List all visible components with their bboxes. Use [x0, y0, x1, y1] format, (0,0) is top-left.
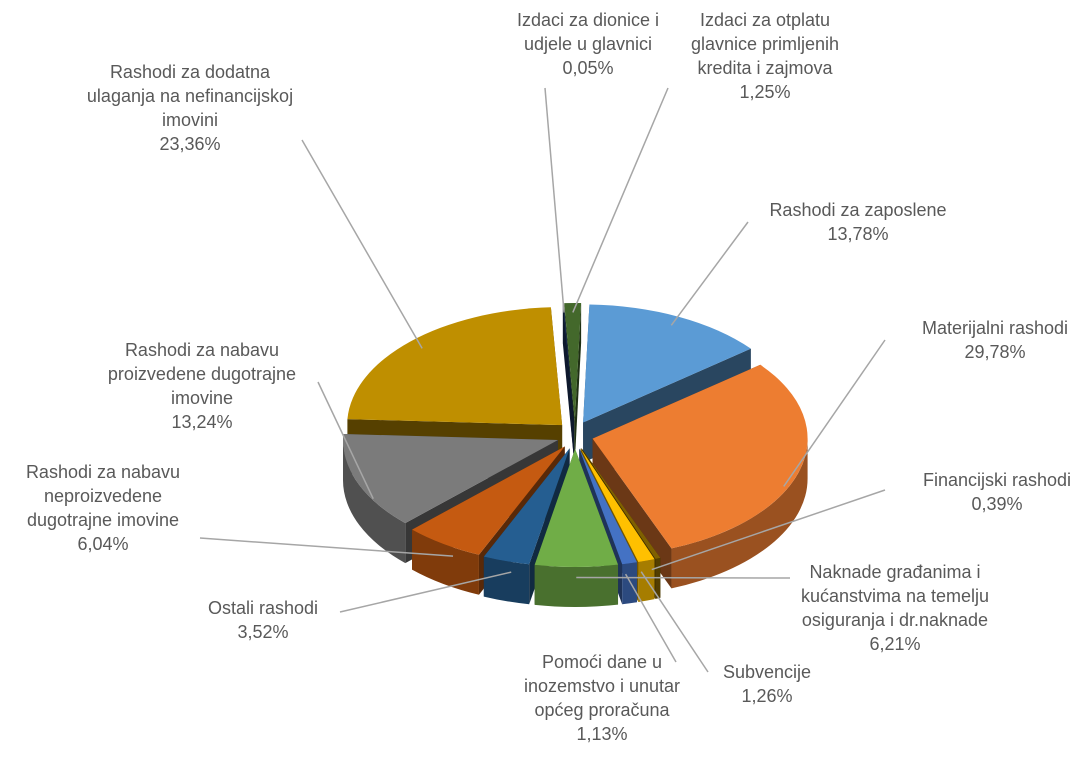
data-label: Izdaci za otplatu glavnice primljenih kr…	[675, 8, 855, 104]
slice-top	[562, 303, 575, 422]
value-label: 1,13%	[576, 724, 628, 744]
slice-side	[622, 562, 638, 605]
data-label: Rashodi za nabavu neproizvedene dugotraj…	[3, 460, 203, 556]
value-label: 13,24%	[171, 412, 233, 432]
slice-top	[342, 434, 558, 524]
value-label: 13,78%	[827, 224, 889, 244]
category-name: Izdaci za dionice i udjele u glavnici	[516, 10, 660, 54]
leader-line	[624, 573, 677, 663]
data-label: Izdaci za dionice i udjele u glavnici 0,0…	[498, 8, 678, 80]
slice-face	[563, 303, 575, 462]
slice	[562, 303, 575, 462]
slice-side	[342, 439, 406, 564]
category-name: Rashodi za nabavu proizvedene dugotrajne…	[107, 340, 297, 408]
value-label: 0,39%	[971, 494, 1023, 514]
slice-side	[483, 556, 530, 605]
slice	[483, 448, 570, 605]
category-name: Materijalni rashodi	[921, 318, 1069, 338]
slice-top	[412, 446, 565, 555]
category-name: Izdaci za otplatu glavnice primljenih kr…	[690, 10, 840, 78]
leader-line	[339, 571, 512, 613]
category-name: Rashodi za dodatna ulaganja na nefinanci…	[86, 62, 294, 130]
data-label: Materijalni rashodi 29,78%	[895, 316, 1088, 364]
value-label: 29,78%	[964, 342, 1026, 362]
category-name: Naknade građanima i kućanstvima na temel…	[800, 562, 990, 630]
slice-top	[564, 303, 582, 422]
slice	[534, 448, 619, 607]
leader-line	[572, 87, 669, 313]
value-label: 6,21%	[869, 634, 921, 654]
slice-top	[534, 448, 619, 567]
slice-face	[574, 303, 582, 462]
value-label: 1,25%	[739, 82, 791, 102]
value-label: 6,04%	[77, 534, 129, 554]
value-label: 3,52%	[237, 622, 289, 642]
leader-line	[651, 489, 886, 571]
category-name: Rashodi za zaposlene	[769, 200, 947, 220]
slice-top	[592, 364, 808, 549]
category-name: Subvencije	[722, 662, 812, 682]
category-name: Pomoći dane u inozemstvo i unutar općeg …	[523, 652, 681, 720]
data-label: Financijski rashodi 0,39%	[897, 468, 1088, 516]
data-label: Rashodi za dodatna ulaganja na nefinanci…	[75, 60, 305, 156]
leader-line	[544, 87, 565, 313]
value-label: 23,36%	[159, 134, 221, 154]
leader-line	[317, 381, 374, 500]
data-label: Pomoći dane u inozemstvo i unutar općeg …	[512, 650, 692, 746]
leader-line	[640, 571, 709, 673]
slice-top	[581, 448, 661, 559]
value-label: 0,05%	[562, 58, 614, 78]
data-label: Rashodi za zaposlene 13,78%	[748, 198, 968, 246]
data-label: Naknade građanima i kućanstvima na temel…	[780, 560, 1010, 656]
leader-line	[301, 139, 423, 349]
category-name: Rashodi za nabavu neproizvedene dugotraj…	[25, 462, 181, 530]
slice-top	[583, 304, 751, 423]
leader-line	[670, 221, 749, 326]
slice-side	[534, 564, 619, 607]
slice-top	[347, 307, 563, 426]
data-label: Subvencije 1,26%	[702, 660, 832, 708]
leader-line	[783, 339, 886, 487]
leader-line	[199, 537, 454, 557]
data-label: Rashodi za nabavu proizvedene dugotrajne…	[92, 338, 312, 434]
slice-top	[580, 448, 655, 562]
category-name: Ostali rashodi	[207, 598, 319, 618]
data-label: Ostali rashodi 3,52%	[173, 596, 353, 644]
slice-top	[579, 448, 638, 565]
category-name: Financijski rashodi	[922, 470, 1072, 490]
slice-top	[483, 448, 570, 565]
value-label: 1,26%	[741, 686, 793, 706]
slice-side	[412, 529, 479, 595]
